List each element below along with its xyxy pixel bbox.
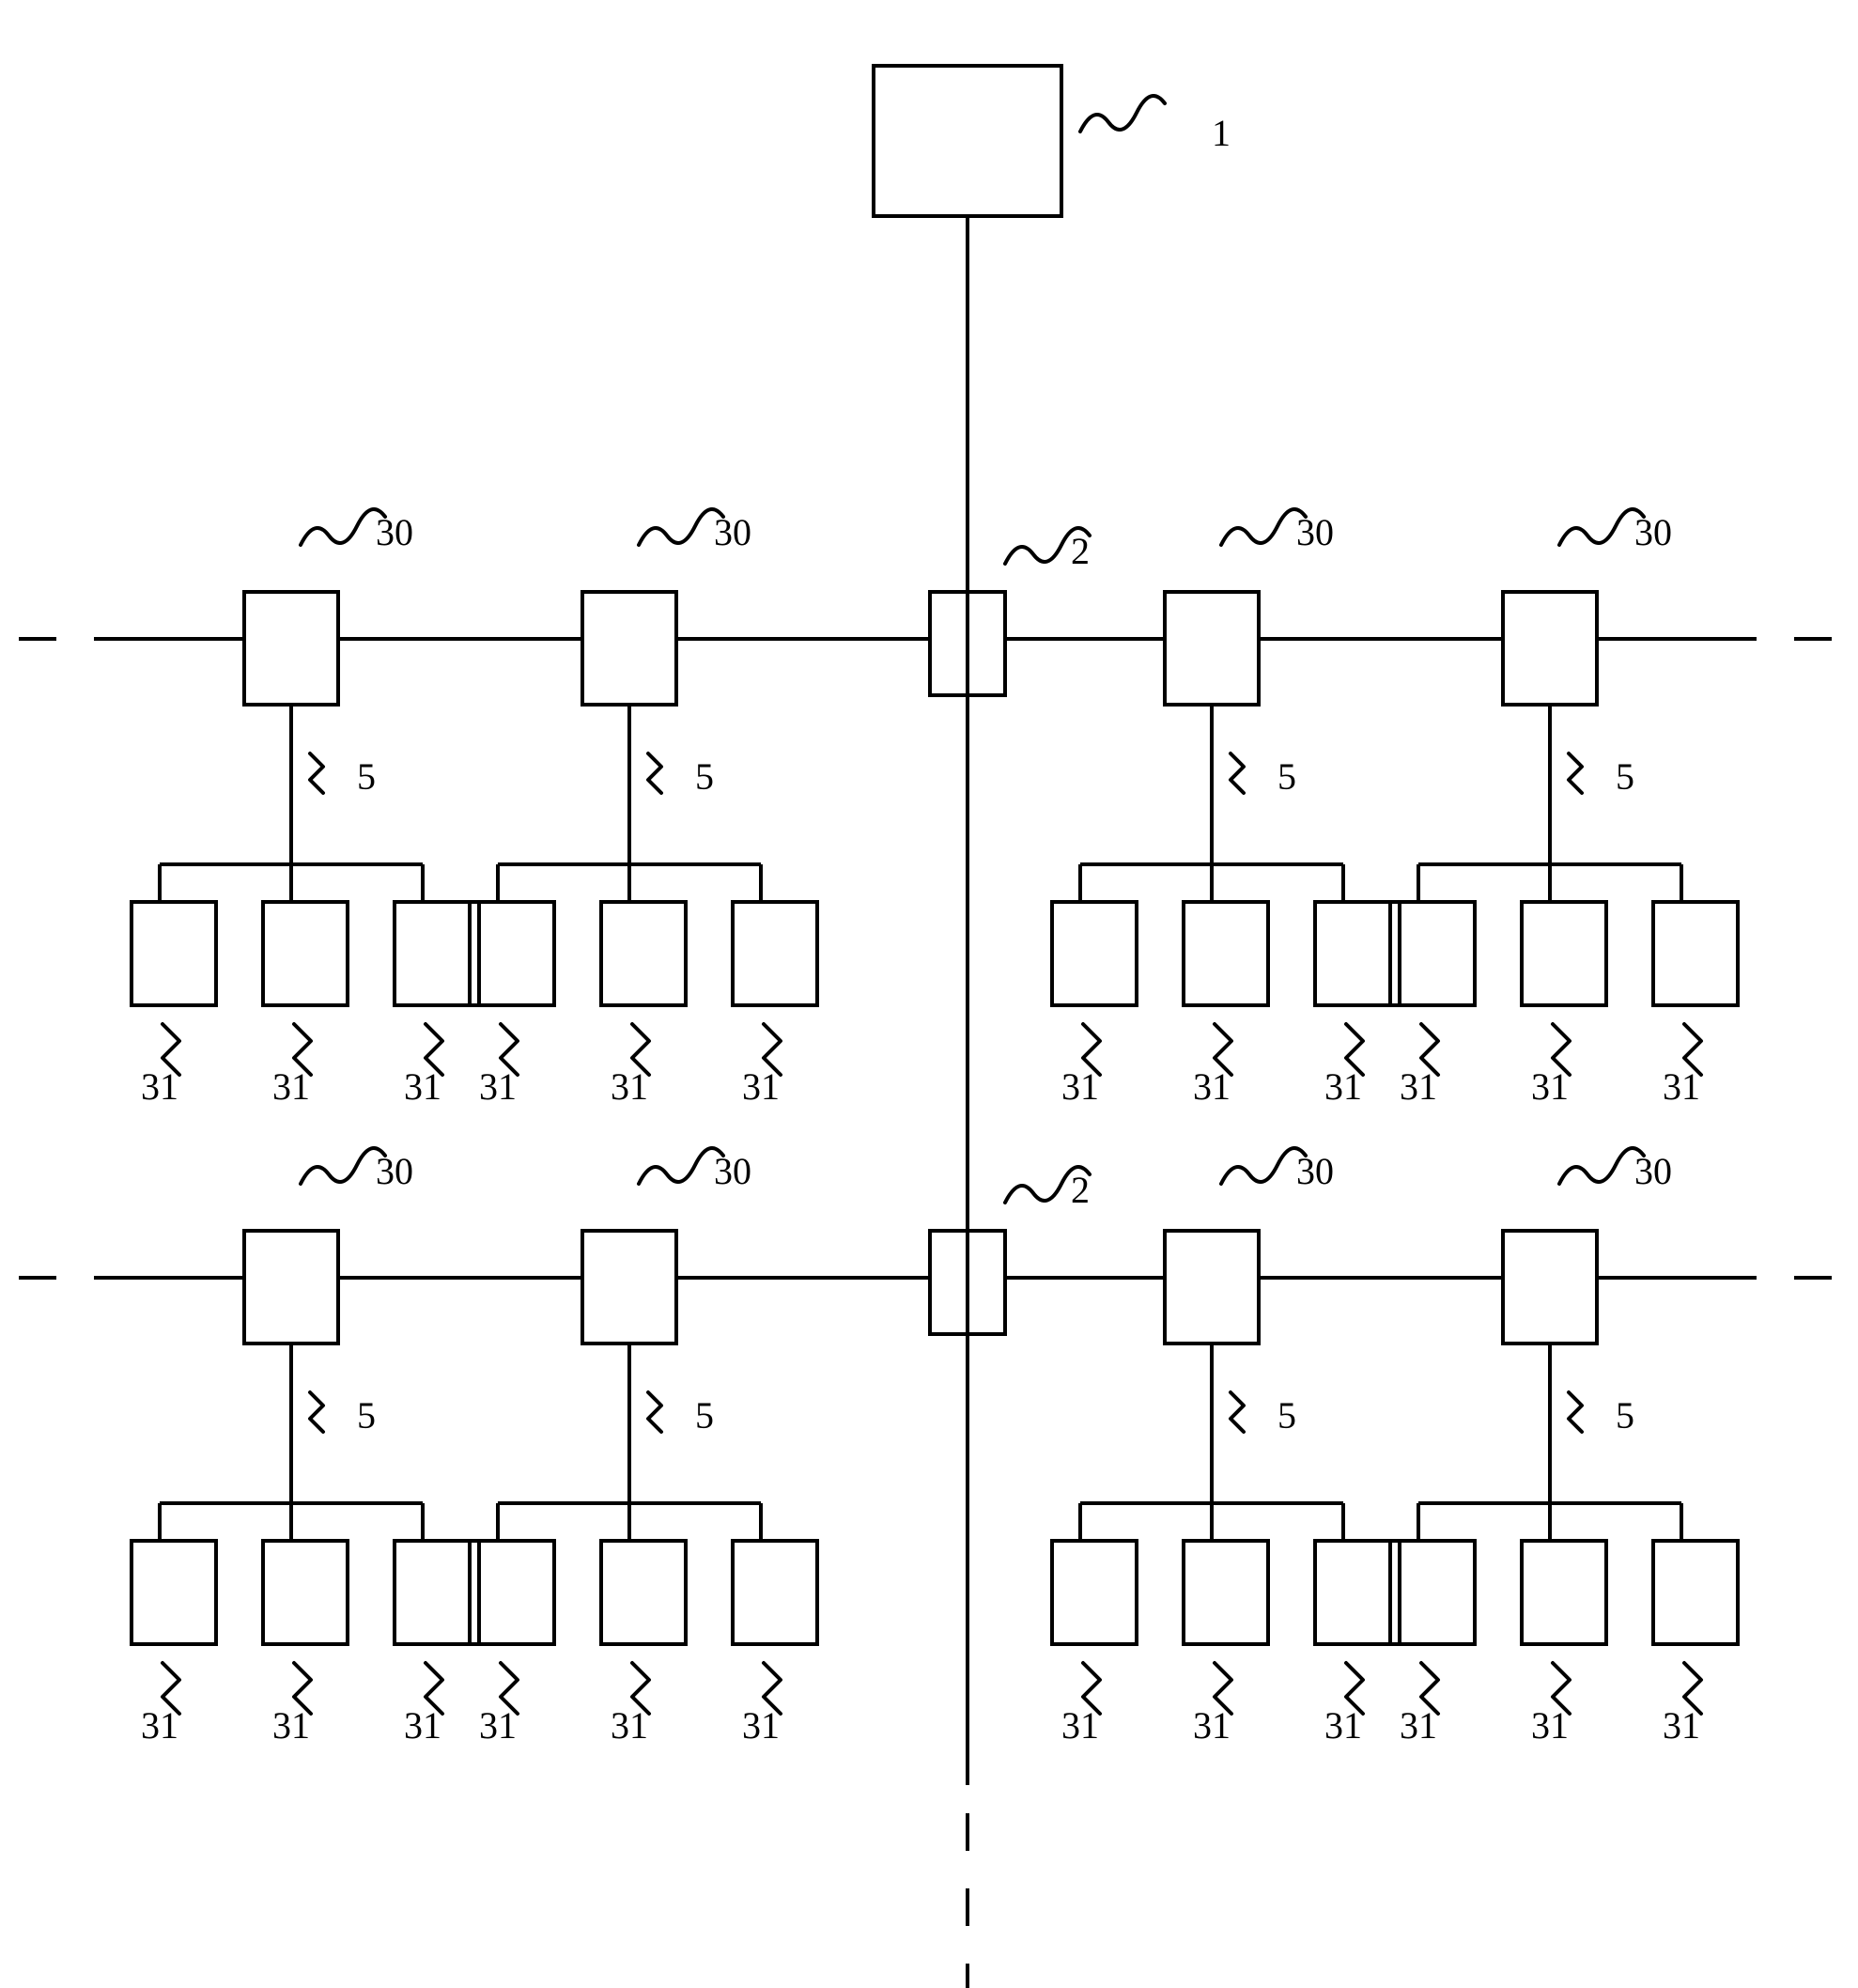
stem-label: 5 <box>357 755 376 798</box>
leaf-label: 31 <box>1400 1704 1437 1747</box>
branch-label: 30 <box>1296 511 1334 553</box>
stem-label: 5 <box>695 755 714 798</box>
branch-label: 30 <box>714 511 751 553</box>
diagram-canvas: 1 2 30 5 31 31 31 30 5 31 31 31 30 5 31 31 31 30 5 31 31 31 2 3… <box>0 0 1858 1988</box>
stem-label: 5 <box>1616 755 1634 798</box>
leaf-label: 31 <box>1531 1704 1569 1747</box>
leaf-label: 31 <box>1400 1065 1437 1108</box>
stem-label: 5 <box>357 1394 376 1437</box>
stem-label: 5 <box>695 1394 714 1437</box>
leaf-label: 31 <box>1061 1704 1099 1747</box>
leaf-label: 31 <box>742 1065 780 1108</box>
leaf-label: 31 <box>1663 1704 1700 1747</box>
branch-label: 30 <box>1634 511 1672 553</box>
leaf-label: 31 <box>1531 1065 1569 1108</box>
leaf-label: 31 <box>141 1065 178 1108</box>
branch-box-bg <box>244 1231 338 1343</box>
leaf-label: 31 <box>479 1704 517 1747</box>
branch-label: 30 <box>714 1150 751 1192</box>
junction-label: 2 <box>1071 530 1090 572</box>
branch-box-bg <box>1165 1231 1259 1343</box>
branch-box-bg <box>582 592 676 705</box>
leaf-label: 31 <box>611 1704 648 1747</box>
stem-label: 5 <box>1277 1394 1296 1437</box>
branch-label: 30 <box>376 511 413 553</box>
leaf-label: 31 <box>742 1704 780 1747</box>
branch-box-bg <box>1165 592 1259 705</box>
root-label: 1 <box>1212 112 1231 154</box>
leaf-label: 31 <box>1061 1065 1099 1108</box>
leaf-label: 31 <box>141 1704 178 1747</box>
leaf-label: 31 <box>404 1704 441 1747</box>
leaf-label: 31 <box>272 1704 310 1747</box>
leaf-label: 31 <box>611 1065 648 1108</box>
leaf-label: 31 <box>479 1065 517 1108</box>
leaf-label: 31 <box>1324 1065 1362 1108</box>
leaf-label: 31 <box>1324 1704 1362 1747</box>
stem-label: 5 <box>1277 755 1296 798</box>
stem-label: 5 <box>1616 1394 1634 1437</box>
branch-box-bg <box>244 592 338 705</box>
background <box>0 0 1858 1988</box>
leaf-label: 31 <box>1663 1065 1700 1108</box>
branch-label: 30 <box>1634 1150 1672 1192</box>
leaf-label: 31 <box>1193 1704 1231 1747</box>
leaf-label: 31 <box>404 1065 441 1108</box>
branch-box-bg <box>1503 592 1597 705</box>
branch-label: 30 <box>376 1150 413 1192</box>
branch-box-bg <box>582 1231 676 1343</box>
branch-box-bg <box>1503 1231 1597 1343</box>
leaf-label: 31 <box>272 1065 310 1108</box>
leaf-label: 31 <box>1193 1065 1231 1108</box>
junction-label: 2 <box>1071 1169 1090 1211</box>
branch-label: 30 <box>1296 1150 1334 1192</box>
